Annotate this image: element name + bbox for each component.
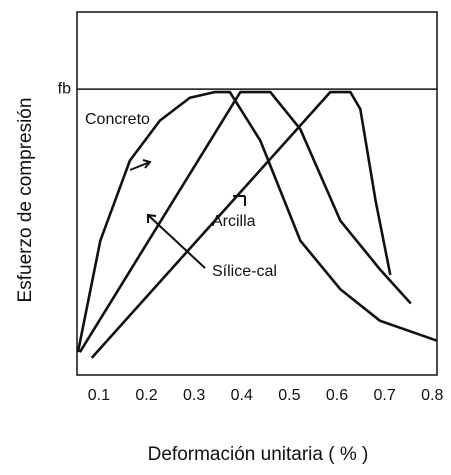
- x-tick-label: 0.5: [278, 387, 300, 404]
- x-axis-title: Deformación unitaria ( % ): [148, 444, 369, 465]
- y-tick-label: fb: [58, 80, 71, 97]
- x-tick-label: 0.2: [135, 387, 157, 404]
- x-tick-label: 0.1: [88, 387, 110, 404]
- y-axis-title: Esfuerzo de compresión: [15, 98, 36, 303]
- series-label: Sílice-cal: [212, 263, 277, 280]
- x-tick-label: 0.6: [326, 387, 348, 404]
- x-tick-label: 0.4: [231, 387, 253, 404]
- x-tick-label: 0.7: [373, 387, 395, 404]
- x-tick-label: 0.8: [421, 387, 443, 404]
- x-tick-label: 0.3: [183, 387, 205, 404]
- series-label: Concreto: [85, 111, 150, 128]
- line: [78, 90, 412, 353]
- arrow: [233, 195, 246, 206]
- plot-frame: [76, 11, 438, 376]
- line: [76, 90, 438, 353]
- arrow: [129, 159, 152, 171]
- line: [90, 90, 392, 359]
- series-label: Arcilla: [212, 213, 256, 230]
